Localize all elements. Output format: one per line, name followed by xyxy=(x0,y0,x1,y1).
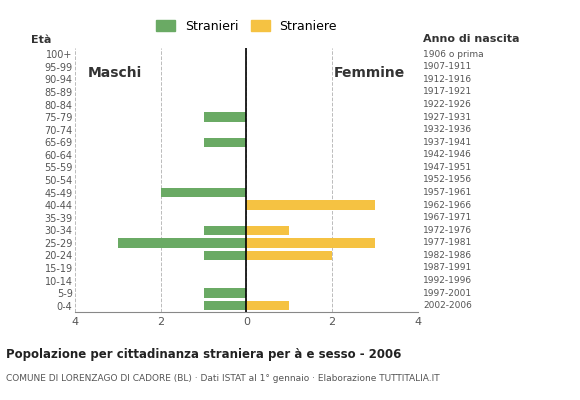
Text: 1942-1946: 1942-1946 xyxy=(423,150,472,159)
Text: 1962-1966: 1962-1966 xyxy=(423,201,473,210)
Text: 1927-1931: 1927-1931 xyxy=(423,113,473,122)
Text: 1912-1916: 1912-1916 xyxy=(423,75,473,84)
Bar xyxy=(246,251,332,260)
Text: 1932-1936: 1932-1936 xyxy=(423,125,473,134)
Text: Anno di nascita: Anno di nascita xyxy=(423,34,520,44)
Bar xyxy=(204,112,246,122)
Text: 1992-1996: 1992-1996 xyxy=(423,276,473,285)
Text: 1967-1971: 1967-1971 xyxy=(423,213,473,222)
Text: 1977-1981: 1977-1981 xyxy=(423,238,473,247)
Text: 1972-1976: 1972-1976 xyxy=(423,226,473,235)
Bar xyxy=(246,301,289,310)
Text: 1937-1941: 1937-1941 xyxy=(423,138,473,147)
Bar xyxy=(246,238,375,248)
Bar xyxy=(204,226,246,235)
Bar xyxy=(161,188,246,197)
Text: COMUNE DI LORENZAGO DI CADORE (BL) · Dati ISTAT al 1° gennaio · Elaborazione TUT: COMUNE DI LORENZAGO DI CADORE (BL) · Dat… xyxy=(6,374,440,383)
Bar xyxy=(246,226,289,235)
Text: Età: Età xyxy=(31,35,51,45)
Text: 2002-2006: 2002-2006 xyxy=(423,301,472,310)
Text: Popolazione per cittadinanza straniera per à e sesso - 2006: Popolazione per cittadinanza straniera p… xyxy=(6,348,401,361)
Bar xyxy=(118,238,246,248)
Text: 1997-2001: 1997-2001 xyxy=(423,289,473,298)
Bar xyxy=(204,138,246,147)
Text: 1987-1991: 1987-1991 xyxy=(423,264,473,272)
Bar xyxy=(204,301,246,310)
Legend: Stranieri, Straniere: Stranieri, Straniere xyxy=(156,20,337,33)
Text: 1907-1911: 1907-1911 xyxy=(423,62,473,71)
Text: 1917-1921: 1917-1921 xyxy=(423,88,473,96)
Bar xyxy=(246,200,375,210)
Text: 1982-1986: 1982-1986 xyxy=(423,251,473,260)
Text: 1922-1926: 1922-1926 xyxy=(423,100,472,109)
Text: 1957-1961: 1957-1961 xyxy=(423,188,473,197)
Bar xyxy=(204,251,246,260)
Text: 1947-1951: 1947-1951 xyxy=(423,163,473,172)
Text: Maschi: Maschi xyxy=(88,66,143,80)
Text: 1906 o prima: 1906 o prima xyxy=(423,50,484,59)
Text: 1952-1956: 1952-1956 xyxy=(423,176,473,184)
Text: Femmine: Femmine xyxy=(334,66,405,80)
Bar xyxy=(204,288,246,298)
